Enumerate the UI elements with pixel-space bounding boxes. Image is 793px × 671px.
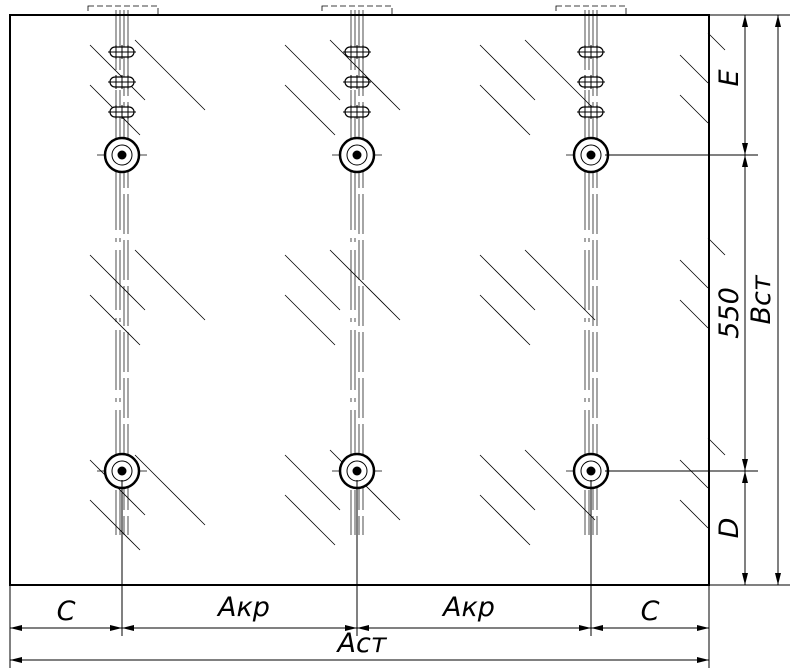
mount-dot xyxy=(117,150,127,160)
mount-hole xyxy=(580,144,602,166)
hatch-line xyxy=(679,499,709,529)
hatch-line xyxy=(679,299,709,329)
hatch-line xyxy=(479,494,531,546)
dim-label: 550 xyxy=(714,287,745,339)
hatch-line xyxy=(524,39,596,111)
hatch-line xyxy=(284,494,336,546)
hatch-line xyxy=(329,249,401,321)
hatch-line xyxy=(89,499,141,551)
hatch-line xyxy=(479,84,531,136)
mount-dot xyxy=(352,466,362,476)
hatch-line xyxy=(707,32,726,51)
hatch-line xyxy=(89,44,146,101)
dim-label: C xyxy=(641,596,660,627)
hatch-line xyxy=(284,44,341,101)
hatch-line xyxy=(679,259,709,289)
hatch-line xyxy=(89,294,141,346)
hatch-line xyxy=(524,449,596,521)
hatch-line xyxy=(284,294,336,346)
hatch-line xyxy=(329,39,401,111)
hatch-line xyxy=(284,454,341,511)
glass-hatch xyxy=(89,32,726,551)
dim-label: E xyxy=(714,69,745,86)
hatch-line xyxy=(707,437,726,456)
mount-hole xyxy=(111,144,133,166)
mount-dot xyxy=(586,466,596,476)
dim-label: D xyxy=(714,518,745,539)
mount-dot xyxy=(117,466,127,476)
vertical-dimensions: E 550 Вст D xyxy=(605,14,790,586)
mount-dot xyxy=(352,150,362,160)
dim-label: C xyxy=(57,596,76,627)
top-tabs xyxy=(87,5,627,16)
hatch-line xyxy=(284,84,336,136)
hatch-line xyxy=(679,459,709,489)
hatch-line xyxy=(479,44,536,101)
hatch-line xyxy=(679,54,709,84)
hatch-line xyxy=(134,454,206,526)
hatch-line xyxy=(479,254,536,311)
hatch-line xyxy=(707,237,726,256)
mount-dot xyxy=(586,150,596,160)
dim-label: Акр xyxy=(441,592,495,623)
hatch-line xyxy=(524,249,596,321)
hatch-line xyxy=(284,254,341,311)
hatch-line xyxy=(134,39,206,111)
hatch-line xyxy=(134,249,206,321)
dim-label: Вст xyxy=(746,274,777,324)
dim-label: Акр xyxy=(216,592,270,623)
hatch-line xyxy=(679,94,709,124)
panel-outline xyxy=(9,14,710,586)
horizontal-dimensions: C Акр Акр C Аст xyxy=(9,480,710,668)
columns xyxy=(97,10,616,535)
hatch-line xyxy=(479,454,536,511)
hatch-line xyxy=(479,294,531,346)
dim-label: Аст xyxy=(335,628,387,659)
hatch-line xyxy=(89,254,146,311)
mount-hole xyxy=(346,144,368,166)
